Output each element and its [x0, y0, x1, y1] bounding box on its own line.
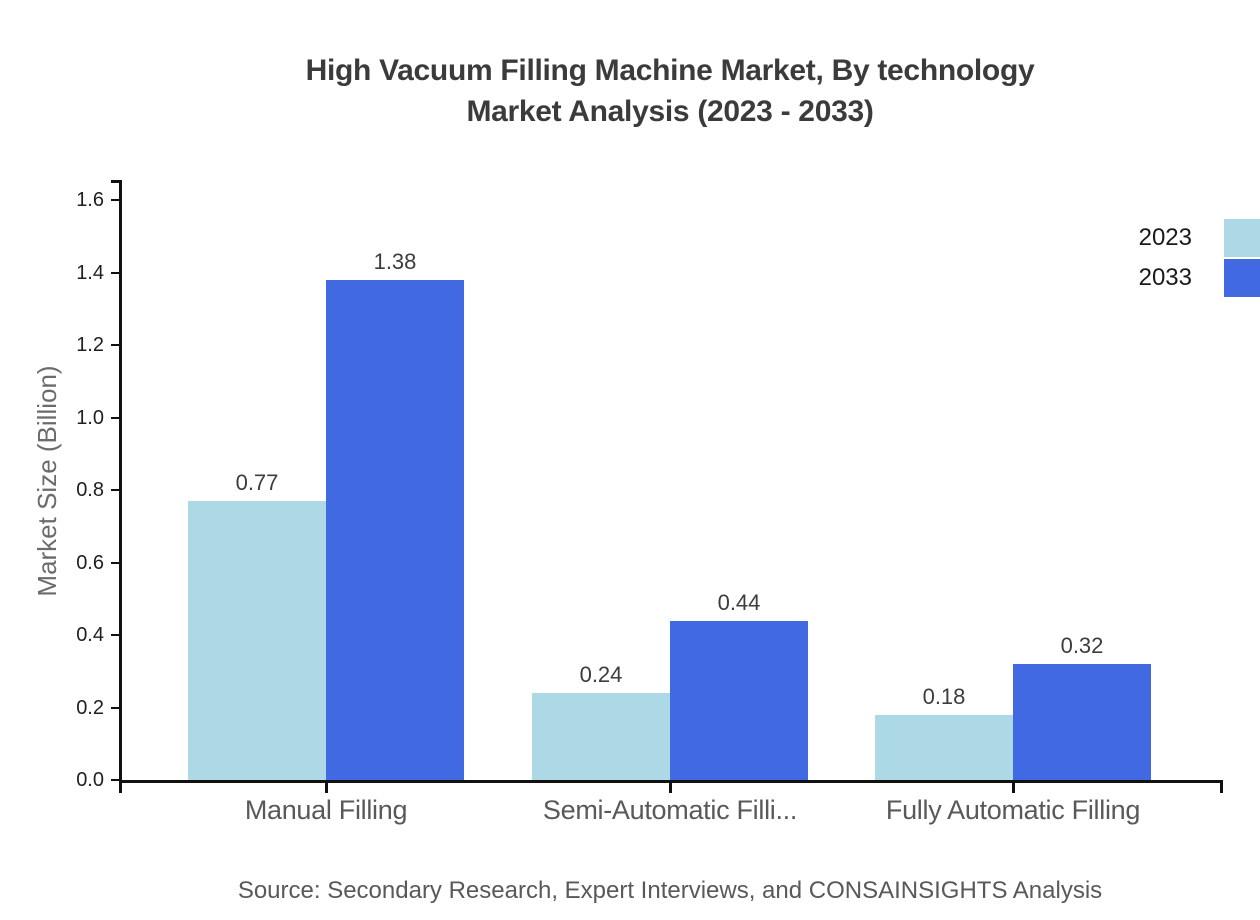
y-tick-1.6: [111, 199, 119, 201]
y-axis-outer-tick-top: [111, 180, 119, 183]
value-label-2033-manual-filling: 1.38: [373, 248, 417, 274]
y-tick-label-1.2: 1.2: [76, 334, 104, 356]
y-tick-label-0.4: 0.4: [76, 624, 104, 646]
bar-2023-semi-automatic-filli: [532, 693, 670, 780]
legend: 2023 2033: [1040, 219, 1260, 299]
legend-label-2023: 2023: [1138, 224, 1192, 251]
bar-2033-semi-automatic-filli: [670, 620, 808, 780]
bar-2033-fully-automatic-filling: [1013, 664, 1151, 780]
y-tick-label-0.2: 0.2: [76, 696, 104, 719]
y-tick-1.4: [111, 271, 119, 274]
value-label-2033-semi-automatic-filli: 0.44: [717, 589, 761, 615]
x-axis-outer-tick-right: [1220, 780, 1223, 793]
y-tick-label-1.0: 1.0: [76, 406, 104, 429]
x-tick-fully-automatic-filling: [1012, 780, 1015, 793]
bar-2023-fully-automatic-filling: [875, 714, 1013, 780]
x-tick-label-semi-automatic-filli: Semi-Automatic Filli...: [542, 795, 798, 825]
x-tick-label-fully-automatic-filling: Fully Automatic Filling: [885, 795, 1141, 825]
x-tick-semi-automatic-filli: [669, 780, 672, 793]
value-label-2023-manual-filling: 0.77: [235, 469, 279, 495]
y-tick-0.2: [111, 706, 119, 709]
legend-label-2033: 2033: [1138, 264, 1192, 291]
legend-item-2033: 2033: [1040, 259, 1260, 297]
chart-title-line2: Market Analysis (2023 - 2033): [466, 95, 874, 128]
y-tick-0.6: [111, 561, 119, 564]
y-tick-label-0.6: 0.6: [76, 551, 104, 574]
y-axis-spine: [119, 180, 122, 783]
legend-swatch-2023: [1224, 219, 1260, 257]
chart-title-line1: High Vacuum Filling Machine Market, By t…: [305, 54, 1035, 87]
y-tick-0.4: [111, 634, 119, 636]
value-label-2033-fully-automatic-filling: 0.32: [1060, 633, 1104, 658]
bar-2023-manual-filling: [188, 500, 326, 780]
x-tick-label-manual-filling: Manual Filling: [244, 795, 408, 825]
y-tick-label-0.0: 0.0: [76, 769, 104, 791]
value-label-2023-semi-automatic-filli: 0.24: [579, 662, 623, 687]
x-tick-manual-filling: [325, 780, 328, 793]
legend-swatch-2033: [1224, 259, 1260, 297]
y-tick-1.0: [111, 416, 119, 419]
y-tick-label-0.8: 0.8: [76, 479, 104, 501]
y-tick-0.8: [111, 489, 119, 491]
source-attribution: Source: Secondary Research, Expert Inter…: [237, 877, 1103, 904]
chart-title: High Vacuum Filling Machine Market, By t…: [80, 50, 1260, 132]
x-axis-outer-tick-left: [119, 780, 122, 793]
y-tick-1.2: [111, 344, 119, 346]
value-label-2023-fully-automatic-filling: 0.18: [922, 683, 966, 709]
y-tick-label-1.6: 1.6: [76, 189, 104, 211]
legend-item-2023: 2023: [1040, 219, 1260, 257]
y-tick-label-1.4: 1.4: [76, 261, 104, 284]
bar-2033-manual-filling: [326, 279, 464, 780]
y-tick-0.0: [111, 779, 119, 781]
